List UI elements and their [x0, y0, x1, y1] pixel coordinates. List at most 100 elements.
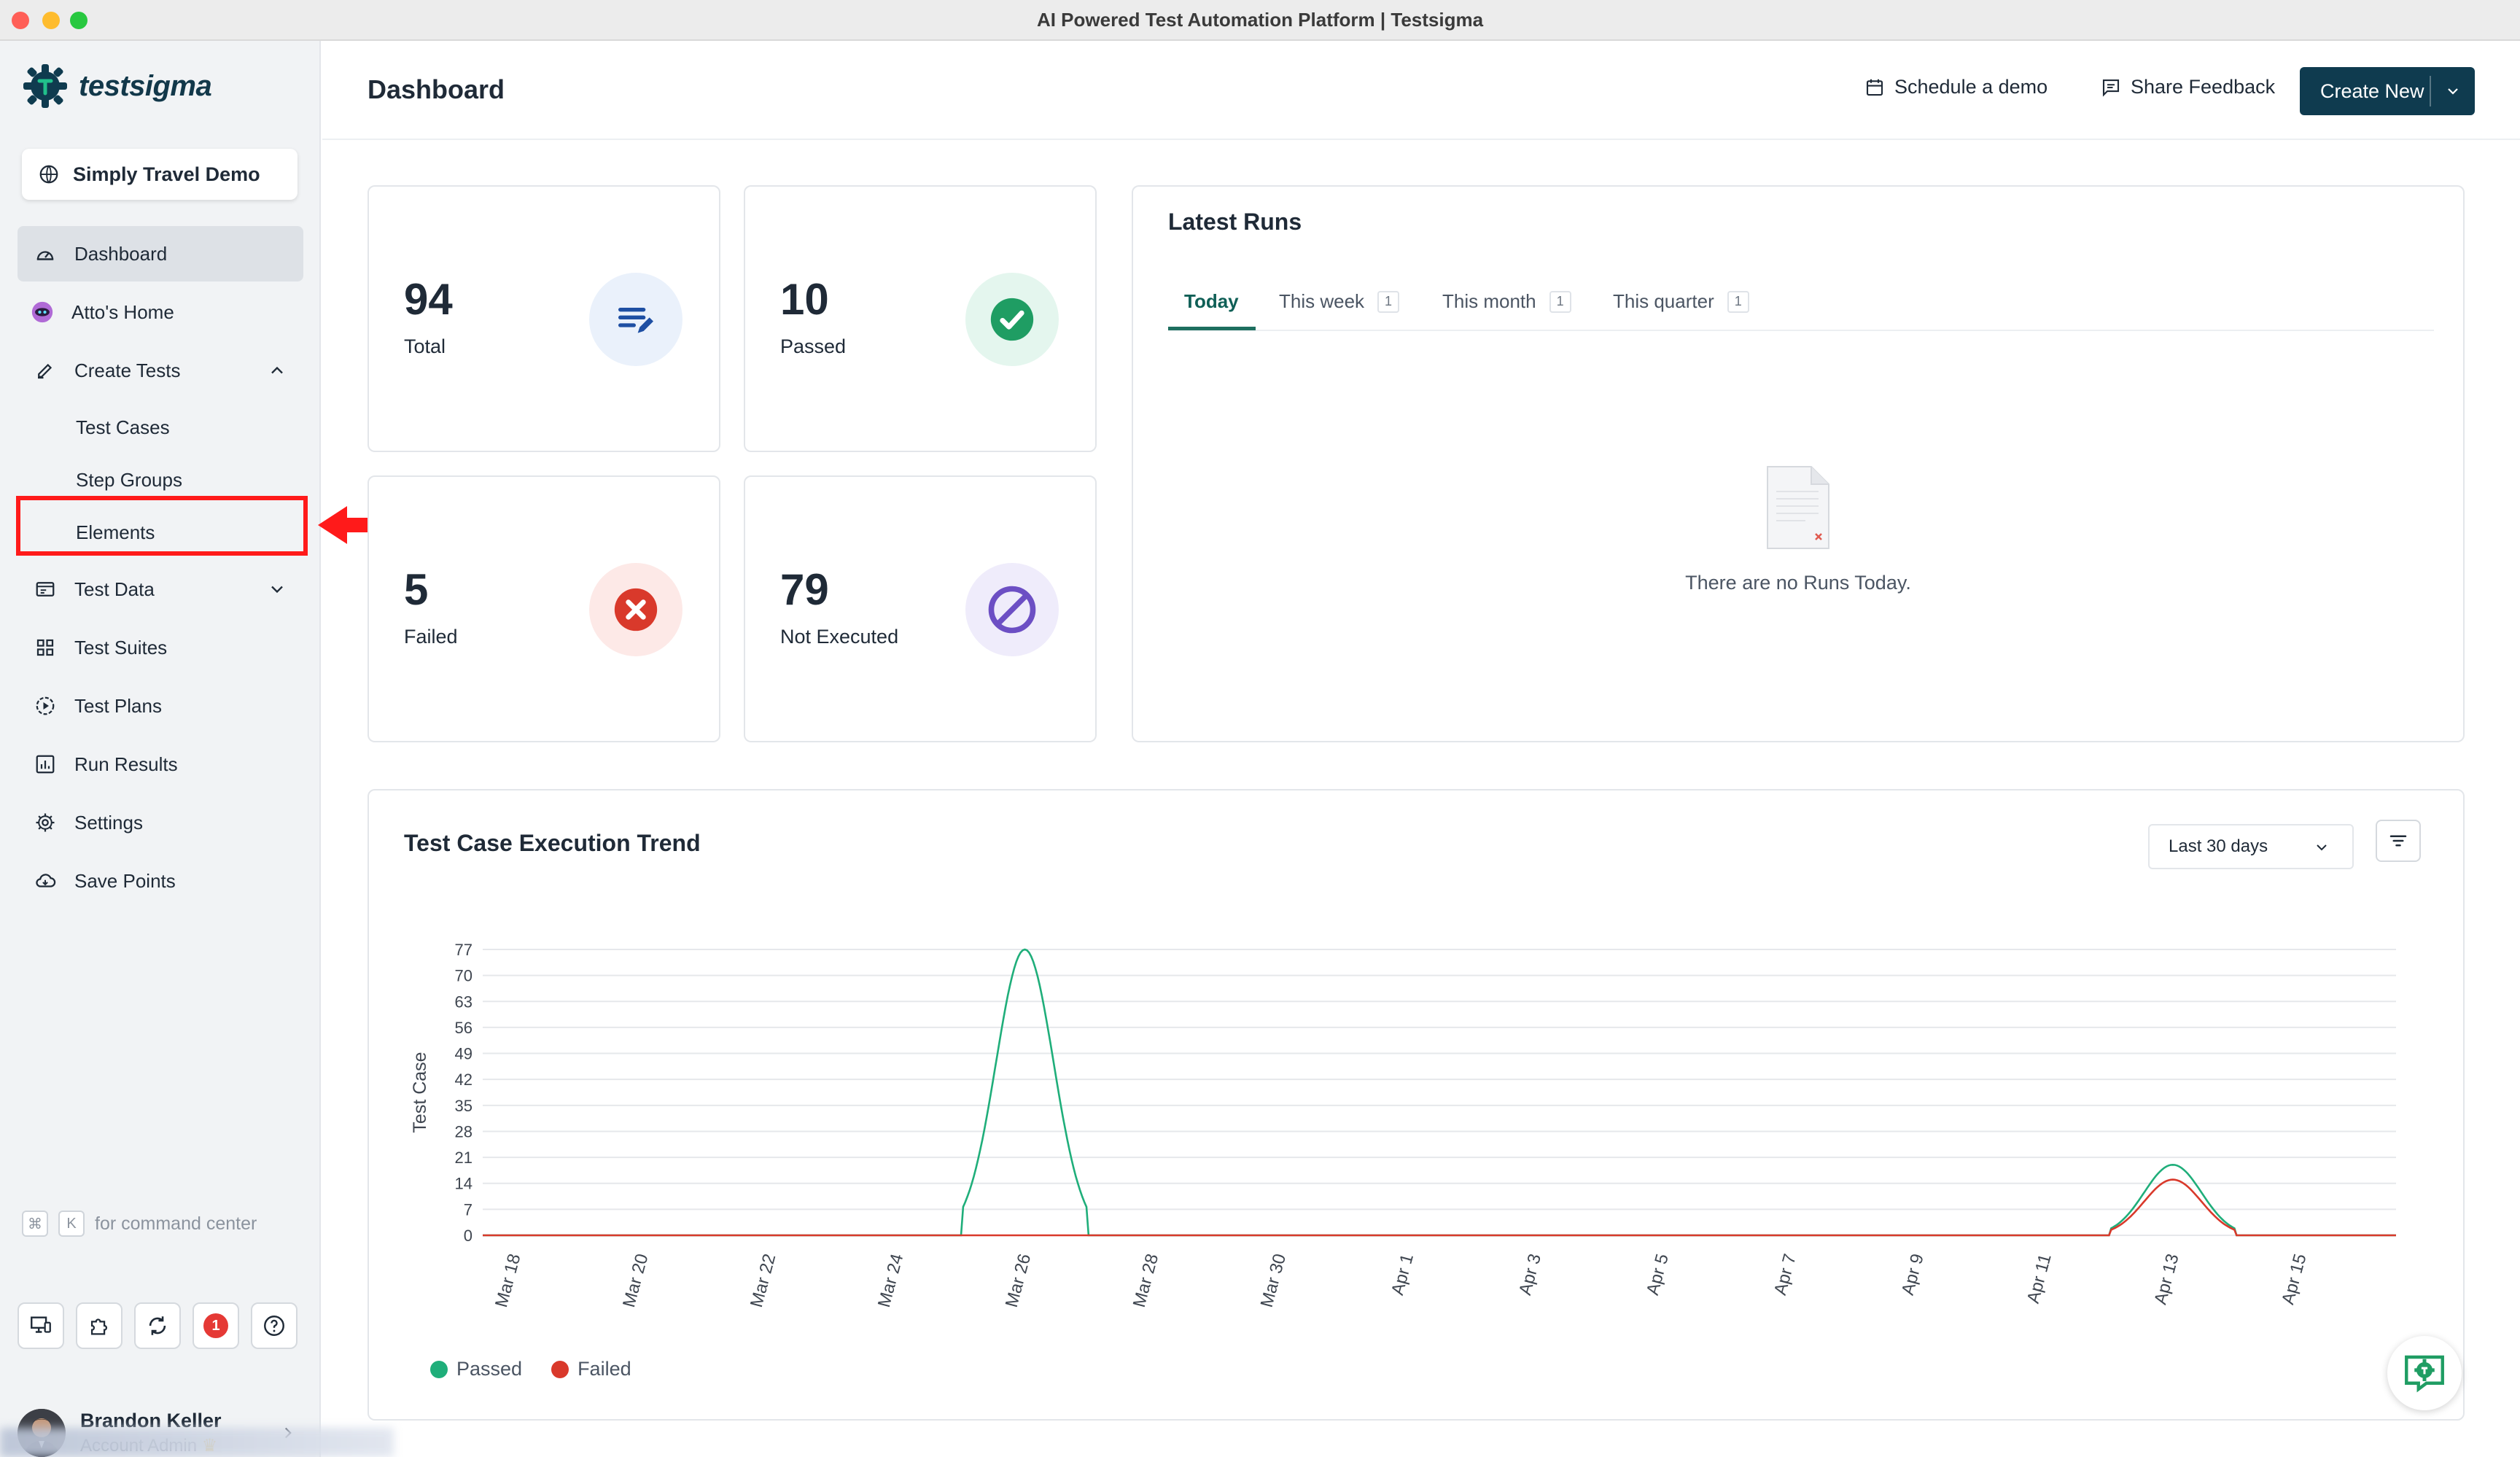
sidebar: testsigma Simply Travel Demo Dashboard A…: [0, 41, 321, 1457]
x-tick-label: Apr 3: [1515, 1252, 1545, 1297]
stat-card-total[interactable]: 94 Total: [368, 185, 720, 452]
sidebar-item-save-points[interactable]: Save Points: [18, 853, 303, 909]
date-range-value: Last 30 days: [2169, 836, 2268, 856]
notifications-button[interactable]: 1: [192, 1302, 239, 1349]
sidebar-item-test-cases[interactable]: Test Cases: [76, 416, 170, 438]
date-range-select[interactable]: Last 30 days: [2148, 824, 2354, 869]
chevron-down-icon[interactable]: [2444, 82, 2462, 100]
page-title: Dashboard: [368, 74, 505, 104]
sync-button[interactable]: [134, 1302, 181, 1349]
sidebar-item-label: Save Points: [74, 869, 176, 892]
testsigma-logo-icon: [23, 64, 67, 108]
x-tick-label: Mar 24: [874, 1252, 907, 1310]
empty-runs-text: There are no Runs Today.: [1685, 572, 1911, 594]
puzzle-icon: [90, 1318, 107, 1335]
sidebar-item-label: Create Tests: [74, 359, 181, 381]
tab-this-week[interactable]: This week 1: [1279, 290, 1400, 313]
sidebar-item-label: Run Results: [74, 753, 178, 775]
tab-today[interactable]: Today: [1184, 290, 1239, 312]
remote-device-button[interactable]: [18, 1302, 64, 1349]
x-tick-label: Mar 18: [491, 1252, 524, 1310]
tab-count: 1: [1727, 290, 1749, 313]
tab-count: 1: [1549, 290, 1571, 313]
y-tick-label: 14: [455, 1175, 472, 1193]
sidebar-item-run-results[interactable]: Run Results: [18, 737, 303, 792]
project-name: Simply Travel Demo: [73, 163, 260, 185]
sidebar-tools: 1: [18, 1302, 309, 1349]
play-circle-icon: [32, 693, 58, 719]
addons-button[interactable]: [76, 1302, 122, 1349]
sidebar-item-label: Test Suites: [74, 636, 168, 658]
stat-label: Not Executed: [780, 626, 899, 648]
sidebar-item-elements[interactable]: Elements: [76, 521, 155, 543]
globe-icon: [39, 165, 58, 184]
sidebar-item-label: Dashboard: [74, 242, 168, 265]
y-tick-label: 49: [455, 1045, 472, 1063]
sidebar-item-test-data[interactable]: Test Data: [18, 562, 303, 617]
share-feedback-button[interactable]: Share Feedback: [2100, 76, 2275, 98]
notification-badge: 1: [203, 1313, 228, 1338]
assistant-icon: [2405, 1355, 2444, 1393]
tab-count: 1: [1377, 290, 1400, 313]
sidebar-nav: Dashboard Atto's Home Create Tests Test …: [18, 226, 303, 912]
execution-trend-panel: Test Case Execution Trend Last 30 days 0…: [368, 789, 2465, 1421]
sidebar-item-test-suites[interactable]: Test Suites: [18, 620, 303, 675]
schedule-demo-button[interactable]: Schedule a demo: [1864, 76, 2048, 98]
chevron-down-icon: [2317, 844, 2327, 851]
sidebar-item-dashboard[interactable]: Dashboard: [18, 226, 303, 281]
sidebar-item-settings[interactable]: Settings: [18, 795, 303, 850]
pencil-icon: [32, 357, 58, 384]
sidebar-item-step-groups[interactable]: Step Groups: [76, 468, 182, 491]
series-line-passed: [483, 948, 2396, 1237]
zoom-window-button[interactable]: [70, 12, 88, 29]
legend-failed-swatch: [551, 1360, 569, 1378]
chevron-down-icon[interactable]: [267, 579, 287, 599]
stat-value: 79: [780, 565, 829, 614]
x-tick-label: Apr 5: [1643, 1252, 1673, 1297]
chevron-up-icon[interactable]: [267, 360, 287, 381]
y-tick-label: 63: [455, 992, 472, 1011]
trend-chart: 0 7 14 21 28 35 42 49 56 63 70 77 Test Case Mar 18 Mar…: [410, 941, 2396, 1310]
stat-card-passed[interactable]: 10 Passed: [744, 185, 1097, 452]
latest-runs-panel: Latest Runs Today This week 1 This month 1…: [1132, 185, 2465, 742]
help-button[interactable]: [251, 1302, 298, 1349]
gear-icon: [32, 809, 58, 836]
tab-this-month[interactable]: This month 1: [1442, 290, 1571, 313]
assistant-chat-button[interactable]: [2387, 1336, 2462, 1410]
stat-card-failed[interactable]: 5 Failed: [368, 475, 720, 742]
legend-passed-label[interactable]: Passed: [456, 1358, 523, 1380]
latest-runs-title: Latest Runs: [1168, 209, 1302, 235]
stat-value: 94: [404, 275, 453, 324]
active-tab-indicator: [1168, 327, 1256, 330]
filter-button[interactable]: [2376, 820, 2421, 862]
brand-logo[interactable]: testsigma: [22, 63, 212, 109]
check-icon: [965, 273, 1059, 366]
calendar-icon: [1866, 79, 1883, 96]
command-center-hint: ⌘ K for command center: [22, 1211, 257, 1237]
x-tick-label: Mar 28: [1129, 1252, 1162, 1310]
stat-card-not-executed[interactable]: 79 Not Executed: [744, 475, 1097, 742]
x-circle-icon: [589, 563, 682, 656]
project-selector[interactable]: Simply Travel Demo: [22, 149, 298, 200]
refresh-icon: [149, 1316, 166, 1335]
create-new-button[interactable]: Create New: [2300, 67, 2475, 115]
x-tick-label: Apr 1: [1388, 1252, 1418, 1297]
legend-passed-swatch: [430, 1360, 448, 1378]
sidebar-item-label: Atto's Home: [71, 300, 174, 323]
y-tick-label: 70: [455, 967, 472, 985]
tab-this-quarter[interactable]: This quarter 1: [1613, 290, 1749, 313]
schedule-demo-label: Schedule a demo: [1894, 76, 2048, 98]
legend-failed-label[interactable]: Failed: [578, 1358, 631, 1380]
share-feedback-label: Share Feedback: [2131, 76, 2276, 98]
brand-name: testsigma: [79, 69, 212, 102]
minimize-window-button[interactable]: [42, 12, 60, 29]
red-arrow-icon: [318, 506, 388, 544]
sidebar-item-attos-home[interactable]: Atto's Home: [18, 284, 303, 340]
x-tick-label: Mar 26: [1002, 1252, 1035, 1310]
sidebar-item-create-tests[interactable]: Create Tests: [18, 343, 303, 398]
y-tick-label: 35: [455, 1097, 472, 1115]
y-axis-label: Test Case: [410, 1052, 430, 1132]
close-window-button[interactable]: [12, 12, 29, 29]
sidebar-item-test-plans[interactable]: Test Plans: [18, 678, 303, 734]
test-data-icon: [32, 576, 58, 602]
